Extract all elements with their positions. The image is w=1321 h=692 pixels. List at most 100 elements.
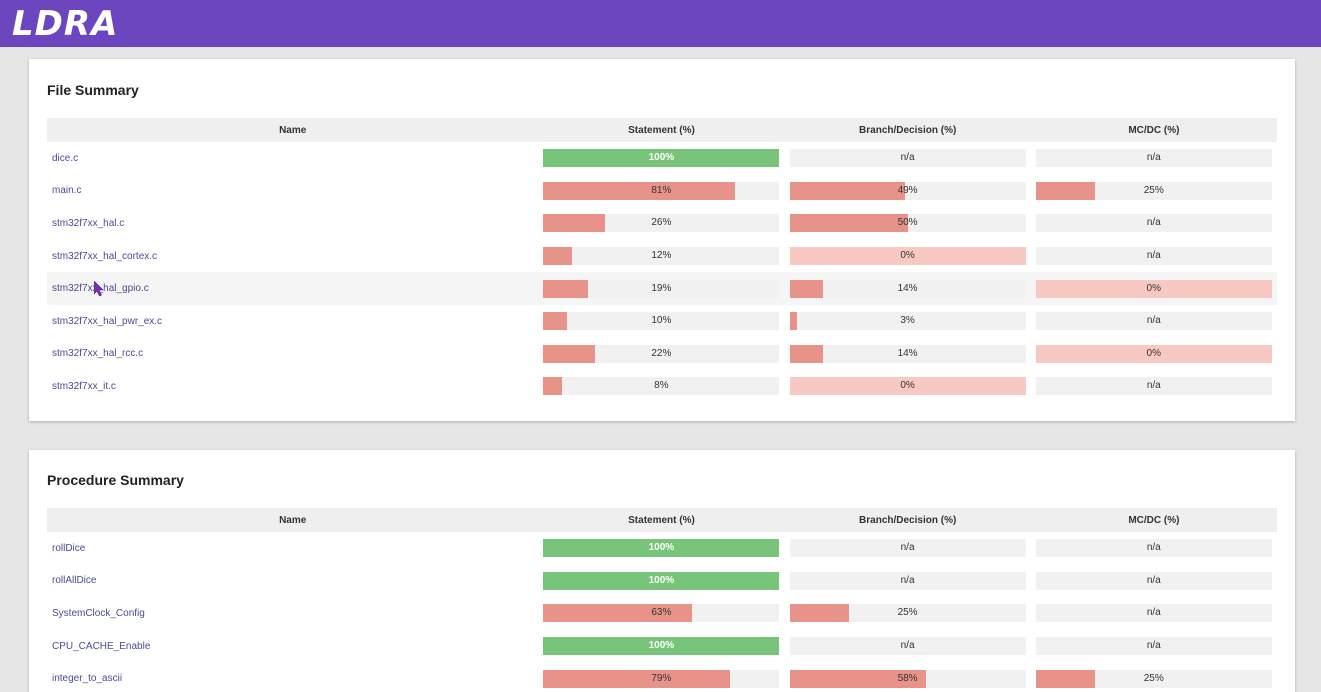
statement-cell: 63% [538, 597, 784, 630]
table-row: integer_to_ascii 79% 58% 25% [47, 662, 1277, 692]
mcdc-cell: n/a [1031, 597, 1277, 630]
mcdc-coverage-label: 25% [1143, 184, 1164, 196]
branch-coverage-fill [789, 344, 823, 363]
procedure-summary-rows: rollDice 100% n/a n/a rollAllDice 100% n/a n/a S… [47, 532, 1277, 692]
statement-coverage-label: 100% [648, 152, 675, 164]
branch-cell: 49% [785, 175, 1031, 208]
mcdc-coverage-bar: n/a [1035, 604, 1272, 623]
file-summary-title: File Summary [47, 82, 139, 98]
branch-coverage-fill [789, 604, 849, 623]
row-name-link[interactable]: integer_to_ascii [52, 673, 123, 685]
branch-coverage-bar: 49% [789, 181, 1026, 200]
branch-coverage-bar: n/a [789, 571, 1026, 590]
row-name-link[interactable]: stm32f7xx_hal_gpio.c [47, 272, 539, 305]
branch-coverage-label: n/a [900, 542, 915, 554]
row-name-link[interactable]: rollDice [52, 542, 86, 554]
column-header-branch[interactable]: Branch/Decision (%) [784, 118, 1031, 142]
statement-cell: 19% [538, 272, 785, 305]
mcdc-coverage-label: n/a [1146, 574, 1161, 586]
branch-coverage-label: 58% [897, 672, 918, 684]
statement-coverage-fill [543, 344, 596, 363]
row-name-link[interactable]: stm32f7xx_it.c [52, 380, 116, 392]
column-header-mcdc[interactable]: MC/DC (%) [1030, 508, 1277, 532]
mcdc-cell: n/a [1031, 370, 1277, 403]
mcdc-coverage-bar: 0% [1035, 344, 1272, 363]
statement-coverage-fill [543, 377, 563, 396]
row-name-link[interactable]: rollAllDice [52, 575, 97, 587]
mcdc-coverage-fill [1035, 344, 1272, 363]
statement-coverage-bar: 100% [543, 571, 780, 590]
row-name-link[interactable]: SystemClock_Config [52, 607, 145, 619]
branch-coverage-fill [789, 312, 797, 331]
row-name-link[interactable]: stm32f7xx_hal_rcc.c [52, 348, 144, 360]
mcdc-coverage-fill [1035, 669, 1095, 688]
column-header-name[interactable]: Name [47, 508, 539, 532]
mcdc-coverage-bar: n/a [1035, 571, 1272, 590]
row-name-link[interactable]: CPU_CACHE_Enable [52, 640, 151, 652]
statement-coverage-bar: 79% [543, 669, 780, 688]
column-header-mcdc[interactable]: MC/DC (%) [1030, 118, 1277, 142]
column-header-name[interactable]: Name [47, 118, 539, 142]
row-name-link[interactable]: dice.c [52, 152, 79, 164]
branch-cell: 50% [785, 207, 1031, 240]
mcdc-coverage-bar: n/a [1035, 539, 1272, 558]
statement-cell: 100% [538, 565, 784, 598]
procedure-summary-card: Procedure Summary Name Statement (%) Bra… [29, 450, 1295, 692]
row-name-link[interactable]: stm32f7xx_hal_cortex.c [52, 250, 158, 262]
mcdc-coverage-bar: n/a [1035, 214, 1272, 233]
mcdc-coverage-bar: 25% [1035, 669, 1272, 688]
mcdc-cell: n/a [1031, 565, 1277, 598]
statement-coverage-bar: 100% [543, 539, 780, 558]
statement-coverage-label: 8% [654, 380, 669, 392]
row-name-link[interactable]: stm32f7xx_hal_pwr_ex.c [52, 315, 163, 327]
branch-coverage-label: n/a [900, 152, 915, 164]
branch-cell: 14% [784, 272, 1031, 305]
branch-coverage-label: n/a [900, 640, 915, 652]
file-summary-card: File Summary Name Statement (%) Branch/D… [29, 59, 1295, 421]
branch-coverage-bar: n/a [789, 149, 1026, 168]
branch-coverage-bar: 14% [789, 279, 1026, 298]
mcdc-cell: n/a [1031, 142, 1277, 175]
statement-coverage-bar: 8% [543, 377, 780, 396]
statement-coverage-label: 100% [648, 574, 675, 586]
row-name-link[interactable]: main.c [52, 185, 82, 197]
mcdc-coverage-bar: n/a [1035, 637, 1272, 656]
table-row: stm32f7xx_hal_rcc.c 22% 14% 0% [47, 338, 1277, 371]
column-header-statement[interactable]: Statement (%) [538, 508, 785, 532]
procedure-summary-table: Name Statement (%) Branch/Decision (%) M… [47, 508, 1277, 692]
file-summary-table: Name Statement (%) Branch/Decision (%) M… [47, 118, 1277, 403]
mcdc-cell: 25% [1031, 662, 1277, 692]
statement-coverage-bar: 100% [543, 149, 780, 168]
statement-coverage-fill [543, 279, 589, 298]
statement-coverage-bar: 10% [543, 312, 780, 331]
branch-coverage-fill [789, 669, 927, 688]
row-name-link[interactable]: stm32f7xx_hal.c [52, 217, 125, 229]
mcdc-cell: 25% [1031, 175, 1277, 208]
mcdc-coverage-bar: n/a [1035, 149, 1272, 168]
branch-coverage-bar: 0% [789, 247, 1026, 266]
statement-coverage-label: 100% [648, 640, 675, 652]
branch-coverage-label: 0% [900, 380, 915, 392]
statement-coverage-label: 10% [651, 315, 672, 327]
branch-cell: n/a [785, 142, 1031, 175]
statement-coverage-label: 79% [651, 672, 672, 684]
statement-cell: 26% [538, 207, 784, 240]
ldra-logo[interactable]: LDRA [12, 4, 119, 44]
statement-coverage-fill [543, 571, 780, 590]
statement-cell: 81% [538, 175, 784, 208]
mcdc-cell: 0% [1030, 272, 1277, 305]
branch-coverage-label: n/a [900, 574, 915, 586]
column-header-statement[interactable]: Statement (%) [538, 118, 785, 142]
statement-coverage-fill [543, 149, 780, 168]
statement-coverage-fill [543, 669, 730, 688]
column-header-branch[interactable]: Branch/Decision (%) [784, 508, 1031, 532]
mcdc-cell: n/a [1031, 305, 1277, 338]
table-row: rollDice 100% n/a n/a [47, 532, 1277, 565]
mcdc-coverage-bar: n/a [1035, 247, 1272, 266]
statement-cell: 79% [538, 662, 784, 692]
mcdc-coverage-label: n/a [1146, 217, 1161, 229]
branch-coverage-fill [789, 279, 823, 298]
table-header-row: Name Statement (%) Branch/Decision (%) M… [47, 118, 1277, 142]
mcdc-cell: 0% [1031, 338, 1277, 371]
mcdc-coverage-label: n/a [1146, 640, 1161, 652]
